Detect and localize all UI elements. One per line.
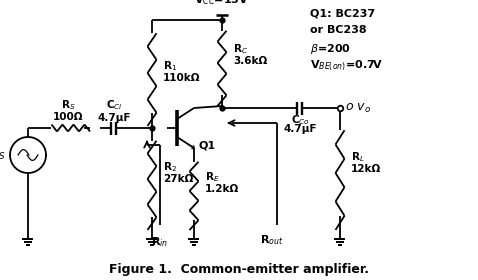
Text: V$_{CC}$=15V: V$_{CC}$=15V: [195, 0, 250, 7]
Text: R$_L$: R$_L$: [351, 150, 365, 164]
Text: Figure 1.  Common-emitter amplifier.: Figure 1. Common-emitter amplifier.: [109, 263, 369, 276]
Text: $\beta$=200: $\beta$=200: [310, 42, 351, 56]
Text: $v_S$: $v_S$: [0, 148, 6, 162]
Text: 27kΩ: 27kΩ: [163, 174, 194, 184]
Text: R$_S$: R$_S$: [61, 98, 75, 112]
Text: Q1: BC237: Q1: BC237: [310, 8, 375, 18]
Text: Q1: Q1: [199, 140, 216, 150]
Text: C$_{Co}$: C$_{Co}$: [291, 113, 309, 127]
Text: 110kΩ: 110kΩ: [163, 73, 200, 83]
Text: R$_{out}$: R$_{out}$: [260, 233, 284, 247]
Text: or BC238: or BC238: [310, 25, 367, 35]
Text: R$_2$: R$_2$: [163, 160, 177, 174]
Text: 3.6kΩ: 3.6kΩ: [233, 56, 267, 66]
Text: 4.7μF: 4.7μF: [97, 113, 131, 123]
Text: o $v_o$: o $v_o$: [345, 101, 371, 115]
Text: R$_C$: R$_C$: [233, 42, 248, 56]
Text: 1.2kΩ: 1.2kΩ: [205, 184, 239, 194]
Text: 12kΩ: 12kΩ: [351, 164, 381, 174]
Text: R$_E$: R$_E$: [205, 170, 220, 184]
Text: V$_{BE(on)}$=0.7V: V$_{BE(on)}$=0.7V: [310, 59, 383, 73]
Text: R$_{in}$: R$_{in}$: [152, 235, 169, 249]
Text: C$_{Ci}$: C$_{Ci}$: [106, 98, 122, 112]
Text: R$_1$: R$_1$: [163, 59, 177, 73]
Polygon shape: [192, 146, 194, 149]
Text: 4.7μF: 4.7μF: [283, 124, 317, 134]
Text: 100Ω: 100Ω: [53, 112, 83, 122]
